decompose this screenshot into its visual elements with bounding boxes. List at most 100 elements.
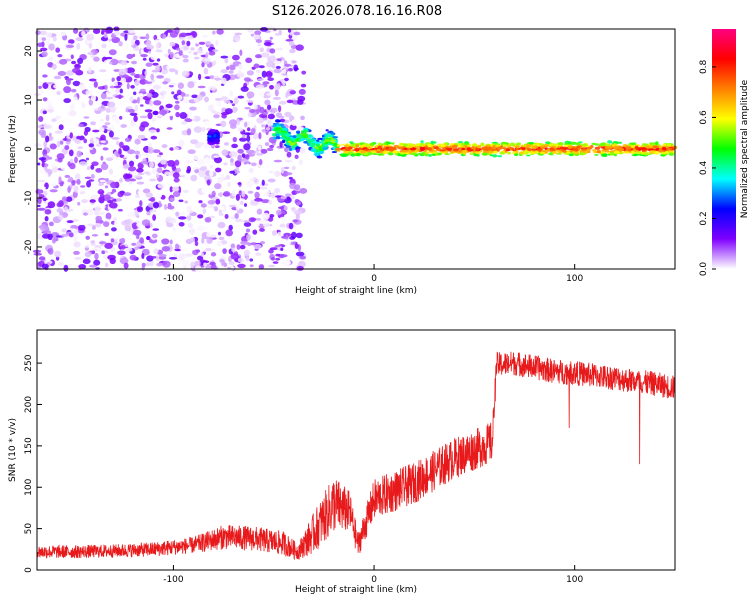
spectrogram-noise-cell [262, 81, 270, 85]
spectrogram-noise-cell [230, 243, 236, 249]
spectrogram-noise-cell [162, 260, 171, 268]
spectrogram-noise-cell [41, 51, 48, 58]
spectrogram-noise-cell [206, 231, 211, 238]
spectrogram-noise-cell [37, 42, 43, 48]
spectrogram-noise-cell [288, 67, 293, 72]
spectrogram-noise-cell [194, 260, 201, 266]
spectrogram-noise-cell [53, 75, 62, 80]
spectrogram-signal-cell [341, 143, 345, 146]
spectrogram-noise-cell [108, 130, 114, 138]
spectrogram-noise-cell [167, 113, 175, 117]
spectrogram-noise-cell [140, 54, 148, 58]
spectrogram-noise-cell [290, 194, 295, 200]
spectrogram-noise-cell [79, 191, 86, 195]
spectrogram-noise-cell [202, 260, 210, 264]
spectrogram-noise-cell [135, 154, 139, 160]
spectrogram-noise-cell [42, 149, 48, 157]
spectrogram-noise-cell [85, 89, 93, 96]
spectrogram-noise-cell [97, 86, 106, 90]
spectrogram-noise-cell [296, 201, 302, 206]
spectrogram-noise-cell [220, 96, 228, 101]
spectrogram-noise-cell [134, 150, 141, 155]
spectrogram-noise-cell [245, 228, 251, 233]
spectrogram-noise-cell [100, 140, 106, 144]
spectrogram-noise-cell [140, 121, 149, 128]
spectrogram-signal-cell [273, 123, 278, 127]
spectrogram-noise-cell [297, 126, 304, 132]
spectrogram-noise-cell [148, 198, 155, 202]
spectrogram-noise-cell [156, 209, 163, 216]
spectrogram-signal-cell [607, 140, 613, 144]
spectrogram-noise-cell [207, 200, 216, 205]
spectrogram-noise-cell [284, 160, 293, 163]
spectrogram-signal-cell [299, 138, 305, 142]
spectrogram-noise-cell [204, 40, 212, 46]
spectrogram-noise-cell [259, 186, 268, 190]
spectrogram-noise-cell [149, 209, 158, 213]
spectrogram-noise-cell [267, 104, 272, 110]
spectrogram-signal-cell [325, 129, 329, 132]
spectrogram-signal-cell [632, 142, 637, 146]
spectrogram-noise-cell [181, 40, 185, 46]
spectrogram-noise-cell [231, 103, 235, 107]
spectrogram-signal-cell [622, 151, 629, 154]
spectrogram-noise-cell [253, 178, 260, 185]
spectrogram-noise-cell [157, 183, 166, 189]
spectrogram-noise-cell [161, 144, 168, 149]
spectrogram-noise-cell [128, 181, 133, 185]
spectrogram-signal-cell [531, 146, 537, 150]
spectrogram-noise-cell [283, 205, 288, 211]
spectrogram-signal-cell [208, 131, 215, 134]
spectrogram-noise-cell [148, 129, 157, 133]
spectrogram-noise-cell [269, 214, 275, 218]
spectrogram-signal-cell [296, 130, 301, 134]
spectrogram-noise-cell [183, 99, 189, 104]
spectrogram-noise-cell [145, 262, 152, 267]
spectrogram-noise-cell [124, 224, 132, 232]
spectrogram-signal-cell [326, 139, 330, 142]
spectrogram-noise-cell [123, 262, 129, 269]
spectrogram-ylabel: Frequency (Hz) [8, 115, 18, 183]
spectrogram-noise-cell [261, 199, 270, 204]
spectrogram-noise-cell [125, 247, 133, 252]
spectrogram-noise-cell [222, 248, 227, 255]
spectrogram-noise-cell [182, 265, 188, 269]
spectrogram-noise-cell [241, 153, 246, 158]
spectrogram-noise-cell [65, 133, 70, 137]
colorbar-gradient [712, 29, 736, 269]
spectrogram-noise-cell [91, 234, 99, 237]
spectrogram-noise-cell [150, 54, 158, 61]
spectrogram-noise-cell [37, 186, 47, 190]
spectrogram-noise-cell [169, 147, 175, 151]
spectrogram-noise-cell [108, 61, 113, 65]
spectrogram-noise-cell [74, 156, 78, 164]
spectrogram-noise-cell [274, 61, 281, 65]
spectrogram-noise-cell [295, 251, 305, 257]
spectrogram-noise-cell [146, 93, 153, 98]
spectrogram-noise-cell [141, 253, 145, 259]
spectrogram-signal-cell [331, 141, 336, 144]
spectrogram-noise-cell [208, 51, 216, 56]
spectrogram-noise-cell [235, 218, 244, 223]
spectrogram-noise-cell [278, 105, 282, 113]
spectrogram-noise-cell [198, 170, 206, 178]
spectrogram-noise-cell [76, 42, 81, 50]
spectrogram-noise-cell [178, 216, 187, 220]
spectrogram-noise-cell [169, 41, 176, 47]
spectrogram-noise-cell [88, 143, 95, 148]
spectrogram-noise-cell [220, 69, 228, 74]
spectrogram-noise-cell [81, 30, 86, 37]
spectrogram-noise-cell [116, 235, 123, 239]
spectrogram-noise-cell [254, 191, 260, 199]
spectrogram-noise-cell [243, 143, 251, 151]
spectrogram-noise-cell [206, 204, 214, 208]
spectrogram-noise-cell [114, 238, 118, 242]
spectrogram-noise-cell [110, 238, 115, 243]
spectrogram-signal-cell [285, 142, 290, 145]
spectrogram-noise-cell [139, 115, 149, 119]
spectrogram-noise-cell [225, 174, 231, 180]
spectrogram-noise-cell [287, 59, 292, 65]
spectrogram-noise-cell [196, 249, 200, 253]
spectrogram-noise-cell [294, 154, 299, 159]
spectrogram-noise-cell [279, 141, 283, 148]
